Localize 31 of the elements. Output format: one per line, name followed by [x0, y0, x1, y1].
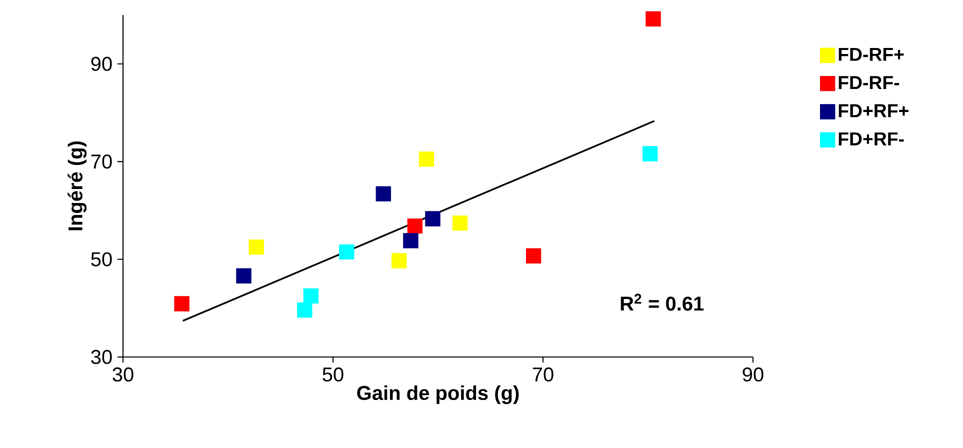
point	[642, 146, 658, 162]
y-tick-label: 30	[91, 350, 112, 364]
point	[418, 152, 434, 167]
point	[236, 268, 252, 284]
point	[452, 216, 468, 231]
legend-label: FD+RF+	[838, 104, 908, 118]
point	[392, 253, 407, 268]
point	[339, 244, 354, 260]
legend-label: FD-RF-	[838, 76, 900, 89]
annotation: R$^{2}$ = 0.61	[620, 294, 704, 311]
point	[407, 218, 423, 234]
x-tick-label: 70	[532, 367, 554, 382]
point	[403, 233, 418, 248]
point	[376, 186, 392, 202]
legend-label: FD-RF+	[838, 48, 904, 61]
point	[248, 239, 264, 255]
point	[297, 302, 312, 318]
point	[303, 288, 319, 304]
y-tick-label: 70	[91, 154, 112, 169]
point	[174, 296, 190, 312]
x-tick-label: 50	[322, 367, 344, 382]
point	[425, 211, 440, 226]
y-axis-title: Ingéré (g)	[68, 141, 87, 230]
point	[526, 248, 542, 264]
x-tick-label: 30	[112, 367, 134, 382]
x-tick-label: 90	[742, 367, 764, 382]
x-axis-title: Gain de poids (g)	[357, 385, 519, 404]
y-tick-label: 50	[91, 252, 112, 266]
point	[646, 11, 661, 27]
y-tick-label: 90	[91, 56, 112, 71]
legend-label: FD+RF-	[838, 132, 904, 146]
